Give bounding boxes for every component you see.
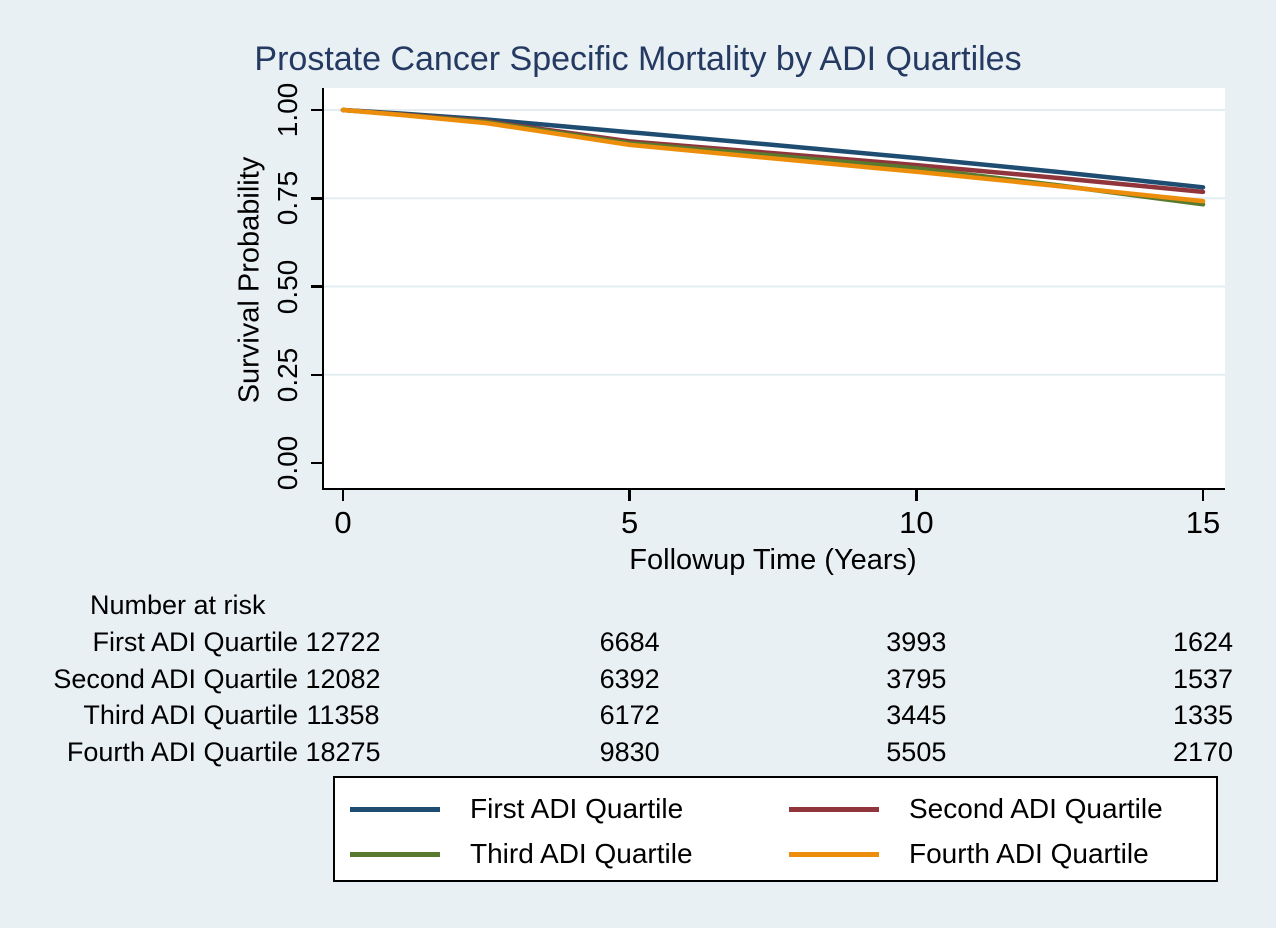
x-tick-mark: [915, 490, 918, 501]
y-tick-mark: [311, 373, 322, 376]
y-tick-text: 0.25: [272, 347, 303, 403]
y-tick-mark: [311, 285, 322, 288]
legend-box: First ADI Quartile Second ADI Quartile Thi…: [333, 776, 1218, 882]
legend-item-label: Third ADI Quartile: [470, 838, 693, 869]
chart-title: Prostate Cancer Specific Mortality by AD…: [254, 40, 1022, 78]
risk-count: 18275: [305, 736, 381, 767]
risk-count: 6684: [599, 627, 660, 657]
x-tick-mark: [341, 490, 345, 501]
y-tick-mark: [311, 197, 322, 200]
x-tick-label: 10: [899, 505, 934, 540]
y-tick-mark: [311, 461, 322, 465]
risk-count: 6392: [599, 663, 660, 694]
survival-curves-plot: [324, 107, 1225, 376]
risk-count: 12722: [305, 627, 381, 657]
legend-item-second-adi-quartile: Second ADI Quartile: [789, 793, 1163, 824]
survival-curve-fourth-adi-quartile: [340, 107, 1206, 204]
risk-count: 5505: [886, 736, 947, 767]
risk-row-label: Third ADI Quartile: [83, 700, 298, 730]
x-tick-label: 15: [1185, 505, 1221, 540]
x-tick-label: 5: [621, 505, 639, 540]
risk-count: 1335: [1172, 700, 1234, 730]
x-tick-mark: [1201, 490, 1205, 501]
risk-count: 1624: [1172, 627, 1234, 657]
risk-count: 12082: [305, 663, 381, 694]
risk-count: 11358: [306, 700, 380, 730]
risk-count: 3993: [886, 627, 947, 657]
y-tick-mark: [311, 108, 322, 112]
legend-line-swatch: [789, 806, 879, 812]
risk-count: 9830: [599, 736, 660, 767]
risk-row-label: Second ADI Quartile: [53, 663, 298, 694]
legend-item-fourth-adi-quartile: Fourth ADI Quartile: [789, 838, 1149, 869]
risk-count: 6172: [599, 700, 660, 730]
legend-line-swatch: [350, 806, 440, 812]
risk-count: 1537: [1172, 663, 1234, 694]
legend-line-swatch: [789, 851, 879, 857]
y-tick-text: 0.75: [272, 171, 303, 226]
x-tick-mark: [628, 490, 631, 501]
x-tick-label: 0: [334, 505, 352, 540]
risk-count: 2170: [1172, 736, 1234, 767]
y-tick-text: 0.00: [272, 435, 303, 491]
legend-item-third-adi-quartile: Third ADI Quartile: [350, 838, 693, 869]
risk-count: 3445: [886, 700, 947, 730]
legend-item-first-adi-quartile: First ADI Quartile: [350, 793, 684, 824]
legend-item-label: First ADI Quartile: [470, 793, 684, 824]
legend-line-swatch: [350, 851, 440, 857]
risk-count: 3795: [886, 663, 947, 694]
risk-row-label: Fourth ADI Quartile: [66, 736, 298, 767]
risk-table-header: Number at risk: [90, 590, 266, 620]
y-tick-text: 0.50: [272, 259, 303, 314]
risk-row-label: First ADI Quartile: [92, 627, 298, 657]
y-tick-text: 1.00: [272, 82, 303, 138]
legend-item-label: Second ADI Quartile: [909, 793, 1163, 824]
legend-item-label: Fourth ADI Quartile: [909, 838, 1149, 869]
